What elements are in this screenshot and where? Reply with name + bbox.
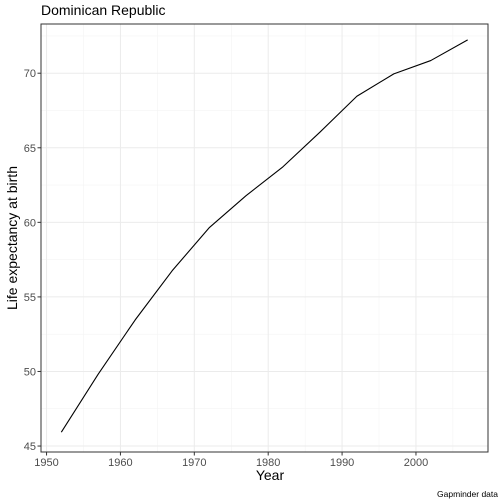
x-tick-label: 2000 xyxy=(404,457,428,469)
x-axis: 1950 1960 1970 1980 1990 2000 xyxy=(34,452,428,469)
x-tick-label: 1970 xyxy=(182,457,206,469)
y-tick-label: 45 xyxy=(24,441,36,453)
y-tick-label: 50 xyxy=(24,366,36,378)
y-tick-label: 65 xyxy=(24,143,36,155)
y-tick-label: 70 xyxy=(24,68,36,80)
x-axis-title: Year xyxy=(256,467,285,483)
chart-caption: Gapminder data xyxy=(437,489,498,499)
y-axis: 45 50 55 60 65 70 xyxy=(24,68,41,453)
x-tick-label: 1960 xyxy=(108,457,132,469)
y-tick-label: 55 xyxy=(24,292,36,304)
x-tick-label: 1950 xyxy=(34,457,58,469)
x-tick-label: 1990 xyxy=(330,457,354,469)
x-tick-label: 1980 xyxy=(256,457,280,469)
plot-panel-background xyxy=(41,24,488,452)
y-tick-label: 60 xyxy=(24,217,36,229)
series-line xyxy=(60,39,468,433)
chart-title: Dominican Republic xyxy=(41,2,166,18)
grid-lines xyxy=(41,24,488,452)
plot-panel-border xyxy=(40,23,489,453)
series-layer xyxy=(60,39,468,433)
y-axis-title: Life expectancy at birth xyxy=(4,166,20,310)
